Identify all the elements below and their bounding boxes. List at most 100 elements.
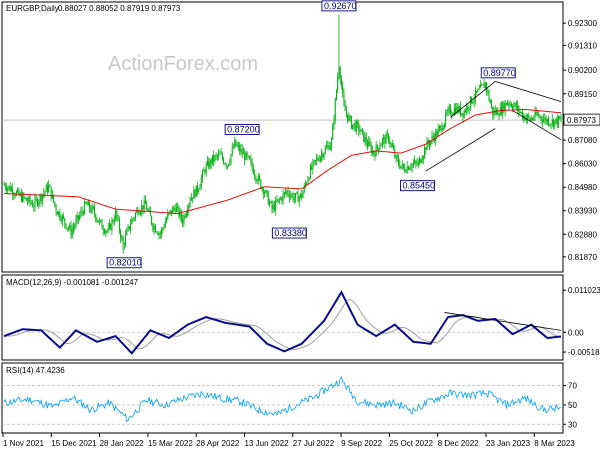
price-candle-body — [87, 202, 89, 206]
price-candle-body — [339, 67, 341, 80]
price-candle-body — [340, 79, 342, 87]
price-candle-body — [138, 213, 140, 215]
price-y-tick-label: 0.81870 — [568, 253, 597, 262]
price-candle-body — [491, 103, 493, 107]
price-candle-body — [391, 143, 393, 148]
price-candle-body — [409, 168, 411, 170]
price-candle-body — [533, 118, 535, 120]
price-candle-body — [505, 103, 507, 106]
price-candle-body — [348, 116, 350, 121]
price-candle-body — [529, 117, 531, 121]
price-level-box — [224, 123, 260, 135]
price-candle-body — [185, 213, 187, 218]
price-candle-body — [208, 161, 210, 168]
price-panel-header: EURGBP,Daily 0.88027 0.88052 0.87919 0.8… — [6, 4, 181, 13]
price-candle-body — [452, 113, 454, 115]
price-candle-body — [390, 143, 392, 145]
price-candle-body — [142, 205, 144, 210]
price-candle-body — [510, 103, 512, 107]
price-candle-body — [463, 110, 465, 118]
price-candle-body — [489, 100, 491, 104]
price-y-tick-label: 0.91310 — [568, 41, 597, 50]
price-candle-body — [256, 180, 258, 182]
price-candle-body — [85, 201, 87, 203]
price-candle-body — [210, 159, 212, 164]
price-candle-body — [445, 113, 447, 124]
price-candle-body — [225, 163, 227, 167]
price-candle-body — [448, 107, 450, 109]
price-candle-body — [169, 210, 171, 213]
price-candle-body — [237, 145, 239, 147]
price-candle-body — [399, 164, 401, 169]
price-candle-body — [280, 197, 282, 200]
price-candle-body — [476, 90, 478, 93]
price-candle-body — [461, 113, 463, 115]
price-candle-body — [286, 190, 288, 193]
price-candle-body — [290, 195, 292, 198]
price-candle-body — [25, 197, 27, 201]
price-candle-body — [393, 147, 395, 150]
price-candle-body — [12, 188, 14, 195]
macd-y-tick-label: 0.011023 — [568, 286, 600, 295]
price-candle-body — [446, 112, 448, 114]
price-candle-body — [509, 103, 511, 105]
price-candle-body — [102, 228, 104, 231]
price-candle-body — [414, 161, 416, 164]
price-candle-body — [492, 106, 494, 116]
price-candle-body — [209, 159, 211, 168]
price-candle-body — [183, 215, 185, 224]
price-candle-body — [44, 191, 46, 194]
price-candle-body — [255, 176, 257, 181]
macd-main-line — [3, 290, 562, 355]
price-candle-body — [261, 187, 263, 189]
price-candle-body — [117, 218, 119, 220]
price-candle-body — [451, 114, 453, 116]
price-candle-body — [41, 194, 43, 201]
price-candle-body — [199, 186, 201, 190]
price-candle-body — [287, 190, 289, 195]
price-candle-body — [342, 86, 344, 93]
price-candle-body — [81, 211, 83, 213]
price-candle-body — [285, 192, 287, 194]
trend-lines — [425, 81, 562, 172]
macd-trend-line — [444, 312, 562, 331]
price-candle-body — [226, 165, 228, 167]
price-candle-body — [96, 220, 98, 222]
price-candle-body — [316, 158, 318, 161]
price-candle-body — [90, 209, 92, 212]
price-candle-body — [276, 200, 278, 202]
price-candle-body — [82, 211, 84, 214]
price-candle-body — [262, 187, 264, 194]
price-candle-body — [118, 219, 120, 231]
price-candle-body — [362, 129, 364, 131]
price-candle-body — [115, 210, 117, 221]
price-candle-body — [77, 215, 79, 219]
price-candle-body — [187, 210, 189, 214]
price-candle-body — [201, 171, 203, 179]
price-candle-body — [440, 126, 442, 128]
price-y-tick-label: 0.82880 — [568, 230, 597, 239]
price-candle-body — [520, 112, 522, 114]
price-candle-body — [59, 211, 61, 219]
price-candle-body — [43, 193, 45, 195]
price-candle-body — [309, 166, 311, 179]
price-candle-body — [221, 153, 223, 159]
rsi-y-tick-label: 50 — [568, 401, 577, 410]
price-panel-symbol: EURGBP,Daily — [6, 4, 59, 13]
price-candle-body — [543, 119, 545, 122]
price-candle-body — [321, 153, 323, 157]
price-candle-body — [370, 145, 372, 153]
price-candle-body — [519, 111, 521, 113]
price-candle-body — [472, 102, 474, 104]
macd-panel-title: MACD(12,26,9) -0.001081 -0.001247 — [6, 278, 139, 287]
price-candle-body — [430, 140, 432, 146]
price-candle-body — [288, 194, 290, 198]
price-candle-body — [298, 196, 300, 202]
price-candle-body — [322, 153, 324, 158]
price-candle-body — [332, 125, 334, 140]
price-candle-body — [147, 209, 149, 211]
price-candle-body — [141, 205, 143, 212]
price-candle-body — [349, 116, 351, 118]
price-candle-body — [360, 129, 362, 132]
price-candle-body — [344, 105, 346, 111]
